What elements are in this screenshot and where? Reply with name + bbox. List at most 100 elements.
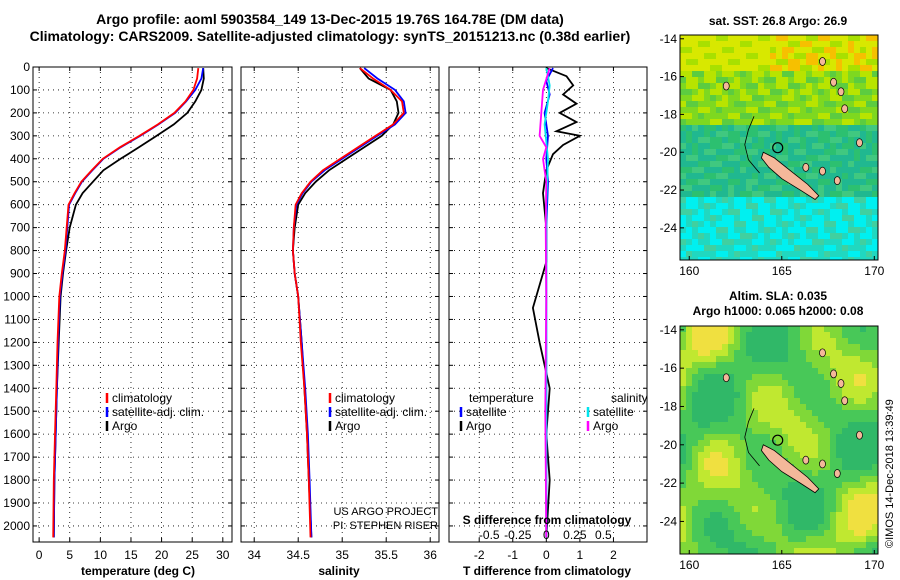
map-cell [872, 89, 878, 96]
map-cell [728, 410, 735, 417]
map-cell [830, 251, 837, 258]
map-cell [848, 362, 855, 369]
map-cell [842, 410, 849, 417]
map-cell [836, 374, 843, 381]
map-cell [824, 392, 831, 399]
map-cell [818, 143, 825, 150]
diff-legend-sal-label: satellite [593, 405, 634, 419]
map-cell [710, 131, 717, 138]
map-cell [770, 470, 777, 477]
map-cell [686, 245, 693, 252]
map-cell [686, 422, 693, 429]
map-cell [872, 65, 878, 72]
map-cell [764, 65, 771, 72]
map-cell [698, 500, 705, 507]
map-cell [692, 476, 699, 483]
map-cell [746, 239, 753, 246]
map-cell [692, 257, 699, 260]
map-cell [866, 59, 873, 66]
map-cell [764, 470, 771, 477]
map-cell [788, 77, 795, 84]
map-cell [680, 512, 687, 519]
map-cell [758, 113, 765, 120]
map-cell [686, 428, 693, 435]
map-cell [776, 179, 783, 186]
map-cell [716, 89, 723, 96]
map-cell [854, 185, 861, 192]
map-cell [722, 362, 729, 369]
map-cell [758, 332, 765, 339]
map-cell [716, 239, 723, 246]
map-cell [836, 83, 843, 90]
map-cell [842, 512, 849, 519]
map-cell [758, 137, 765, 144]
map-cell [824, 434, 831, 441]
map-cell [764, 482, 771, 489]
map-cell [848, 476, 855, 483]
map-cell [812, 113, 819, 120]
map-cell [848, 344, 855, 351]
map-cell [818, 386, 825, 393]
map-cell [800, 338, 807, 345]
map-cell [812, 434, 819, 441]
map-cell [716, 464, 723, 471]
map-cell [740, 512, 747, 519]
map-cell [824, 35, 831, 42]
map-cell [722, 470, 729, 477]
map-cell [866, 119, 873, 126]
map-cell [854, 518, 861, 525]
map-cell [842, 251, 849, 258]
map-cell [824, 47, 831, 54]
map-cell [824, 428, 831, 435]
map-cell [854, 404, 861, 411]
map-cell [872, 215, 878, 222]
map-cell [758, 338, 765, 345]
map-cell [866, 65, 873, 72]
map-cell [746, 173, 753, 180]
map-cell [788, 41, 795, 48]
depth-tick-label: 400 [10, 152, 30, 166]
map-cell [866, 191, 873, 198]
map-cell [788, 398, 795, 405]
map-cell [692, 332, 699, 339]
map-cell [818, 173, 825, 180]
map-cell [782, 53, 789, 60]
map-cell [824, 548, 831, 554]
map-cell [830, 362, 837, 369]
map-cell [722, 47, 729, 54]
map-cell [734, 113, 741, 120]
map-cell [746, 257, 753, 260]
map-cell [806, 53, 813, 60]
map-cell [824, 203, 831, 210]
map-cell [806, 350, 813, 357]
map-cell [734, 350, 741, 357]
map-cell [752, 530, 759, 537]
map-cell [824, 446, 831, 453]
map-cell [860, 494, 867, 501]
map-cell [848, 374, 855, 381]
map-cell [710, 209, 717, 216]
map-cell [692, 107, 699, 114]
map-cell [854, 113, 861, 120]
map-cell [722, 149, 729, 156]
map-cell [752, 107, 759, 114]
map-cell [782, 131, 789, 138]
map-cell [836, 191, 843, 198]
map-cell [800, 410, 807, 417]
map-cell [836, 227, 843, 234]
map-cell [794, 524, 801, 531]
map-cell [866, 35, 873, 42]
map-cell [788, 530, 795, 537]
map-cell [704, 161, 711, 168]
map-cell [770, 227, 777, 234]
map-cell [722, 440, 729, 447]
map-cell [794, 398, 801, 405]
map-cell [704, 452, 711, 459]
map-cell [824, 464, 831, 471]
map-cell [734, 41, 741, 48]
map-cell [740, 410, 747, 417]
map-cell [734, 488, 741, 495]
map-cell [860, 119, 867, 126]
map-cell [770, 326, 777, 333]
map-cell [740, 245, 747, 252]
